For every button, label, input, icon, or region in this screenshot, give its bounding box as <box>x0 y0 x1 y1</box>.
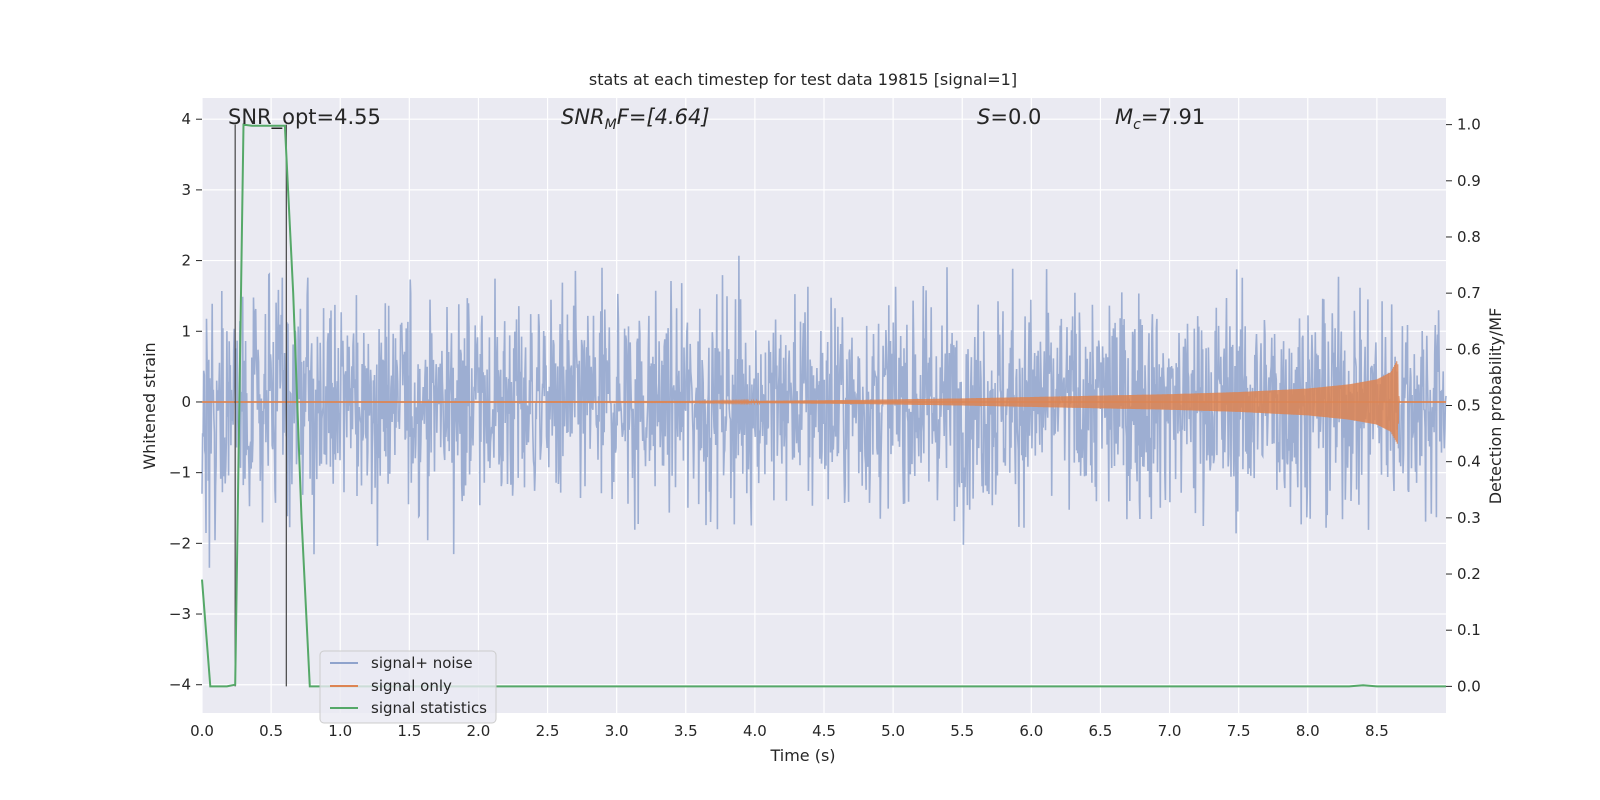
x-tick-label: 8.0 <box>1296 722 1320 740</box>
x-tick-label: 3.5 <box>674 722 698 740</box>
y-tick-label-right: 0.1 <box>1457 621 1481 639</box>
y-axis-label-right: Detection probability/MF <box>1486 308 1505 505</box>
x-tick-label: 5.0 <box>881 722 905 740</box>
y-tick-label-left: 1 <box>181 322 191 340</box>
legend-entry-signal-only: signal only <box>371 677 452 695</box>
statistics-series <box>201 123 1446 688</box>
y-tick-label-right: 0.7 <box>1457 284 1481 302</box>
x-tick-label: 3.0 <box>605 722 629 740</box>
chart-title: stats at each timestep for test data 198… <box>589 70 1017 89</box>
x-tick-label: 0.0 <box>190 722 214 740</box>
legend: signal+ noise signal only signal statist… <box>319 650 497 724</box>
x-tick-label: 4.0 <box>743 722 767 740</box>
y-tick-label-left: 4 <box>181 110 191 128</box>
x-axis-label: Time (s) <box>769 746 835 765</box>
y-tick-label-left: −1 <box>169 464 191 482</box>
snr-mf-main: SNR <box>561 105 605 129</box>
vertical-markers <box>234 124 287 687</box>
y-tick-label-right: 0.8 <box>1457 228 1481 246</box>
y-tick-label-left: −2 <box>169 534 191 552</box>
y-tick-label-left: 3 <box>181 181 191 199</box>
y-tick-label-right: 0.4 <box>1457 453 1481 471</box>
x-tick-label: 7.5 <box>1227 722 1251 740</box>
x-tick-label: 5.5 <box>950 722 974 740</box>
y-tick-label-right: 0.5 <box>1457 397 1481 415</box>
annotation-snr-mf: SNRMF=[4.64] <box>561 105 710 133</box>
signal-series <box>202 361 1446 444</box>
y-tick-label-left: −4 <box>169 676 191 694</box>
y-tick-label-right: 0.9 <box>1457 172 1481 190</box>
x-tick-label: 8.5 <box>1365 722 1389 740</box>
y-tick-label-left: 2 <box>181 252 191 270</box>
x-tick-label: 1.0 <box>328 722 352 740</box>
y-tick-label-right: 0.2 <box>1457 565 1481 583</box>
y-tick-label-left: −3 <box>169 605 191 623</box>
y-tick-label-right: 0.6 <box>1457 340 1481 358</box>
x-tick-label: 4.5 <box>812 722 836 740</box>
legend-entry-signal-noise: signal+ noise <box>371 654 473 672</box>
s-main: S <box>977 105 990 129</box>
x-tick-label: 6.5 <box>1089 722 1113 740</box>
legend-entry-signal-statistics: signal statistics <box>371 699 487 717</box>
snr-mf-rest: F=[4.64] <box>617 105 710 129</box>
x-tick-label: 1.5 <box>397 722 421 740</box>
x-tick-label: 7.0 <box>1158 722 1182 740</box>
s-rest: =0.0 <box>990 105 1041 129</box>
mc-rest: =7.91 <box>1141 105 1205 129</box>
y-tick-label-right: 0.0 <box>1457 677 1481 695</box>
x-tick-label: 6.0 <box>1019 722 1043 740</box>
y-axis-label-left: Whitened strain <box>140 342 159 469</box>
x-tick-label: 0.5 <box>259 722 283 740</box>
x-tick-label: 2.5 <box>536 722 560 740</box>
mc-sub: c <box>1133 117 1141 133</box>
legend-box <box>319 650 497 724</box>
annotation-snr-opt: SNR_opt=4.55 <box>228 105 381 130</box>
x-tick-label: 2.0 <box>467 722 491 740</box>
mc-main: M <box>1115 105 1133 129</box>
series-signal-statistics <box>201 123 1446 688</box>
snr-mf-sub: M <box>605 117 617 133</box>
annotation-mc: Mc=7.91 <box>1115 105 1205 133</box>
y-tick-label-left: 0 <box>181 393 191 411</box>
y-tick-label-right: 0.3 <box>1457 509 1481 527</box>
annotation-s: S=0.0 <box>977 105 1041 129</box>
tick-labels: 0.0 0.5 1.0 1.5 2.0 2.5 3.0 3.5 4.0 4.5 5.0 5.5 6.0 6… <box>169 110 1481 740</box>
y-tick-label-right: 1.0 <box>1457 116 1481 134</box>
